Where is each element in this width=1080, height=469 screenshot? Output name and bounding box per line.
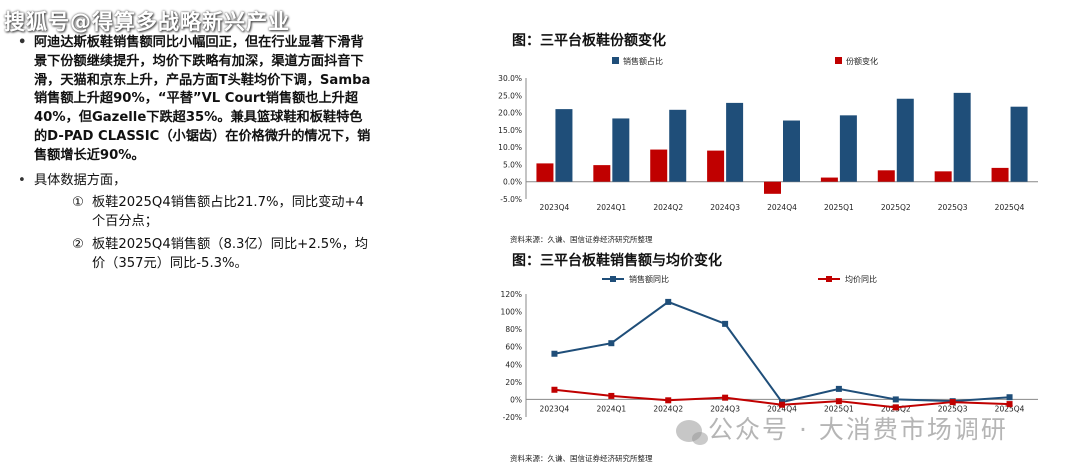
chart2-legend-label: 均价同比 [845, 274, 877, 284]
chart2-point-price [665, 397, 672, 404]
chart1-xtick-label: 2025Q3 [938, 203, 968, 212]
chart1-ytick-label: 0.0% [503, 178, 522, 187]
chart1-bar-change [934, 171, 952, 182]
chart1-xtick-label: 2024Q4 [767, 203, 797, 212]
chart1-ytick-label: 30.0% [498, 74, 522, 83]
chart1-bar-share [783, 120, 800, 182]
chart2-xtick-label: 2025Q4 [995, 404, 1025, 413]
chart1-bar-share [839, 115, 857, 182]
chart1-xtick-label: 2023Q4 [540, 203, 570, 212]
chart2-point-sales [835, 385, 842, 392]
bullet-data-intro: 具体数据方面， [14, 172, 374, 191]
chart2-series-line-sales [554, 300, 1010, 404]
chart2-ytick-label: 40% [505, 360, 522, 369]
chart2-point-price [608, 392, 615, 399]
chart1-bar-share [555, 109, 573, 182]
chart2-ytick-label: -20% [503, 413, 522, 422]
chart1-source: 资料来源：久谦、国信证券经济研究所整理 [510, 235, 653, 244]
chart2-point-sales [608, 340, 615, 347]
chart2-legend-marker [826, 276, 832, 282]
chart1-bar-share [669, 109, 687, 182]
chart2-ytick-label: 100% [501, 308, 522, 317]
chart2-point-sales [551, 350, 558, 357]
chart2-point-sales [722, 320, 729, 327]
chart1-bar-change [991, 167, 1009, 182]
chart1-legend-swatch [835, 57, 842, 64]
chart2-ytick-label: 60% [505, 343, 522, 352]
chart2-ytick-label: 120% [501, 290, 522, 299]
bullet-summary: 阿迪达斯板鞋销售额同比小幅回正，但在行业显著下滑背景下份额继续提升，均价下跌略有… [14, 34, 374, 166]
chart2-legend-marker [610, 276, 616, 282]
chart2-ytick-label: 80% [505, 325, 522, 334]
chart1-bar-share [726, 102, 744, 182]
chart2-point-price [779, 401, 785, 408]
chart1-legend-label: 份额变化 [846, 56, 878, 66]
yoy-line-chart: 120% 100% 80% 60% 40% 20% 0% -20% 2023Q4 2024Q1 20… [501, 274, 1038, 422]
share-bar-chart: 30.0% 25.0% 20.0% 15.0% 10.0% 5.0% 0.0% -5.0% 20… [498, 56, 1038, 212]
chart1-ytick-label: 15.0% [498, 126, 522, 135]
chart2-xtick-label: 2025Q1 [824, 404, 854, 413]
chart1-xtick-label: 2024Q2 [653, 203, 683, 212]
chart1-xtick-label: 2024Q1 [596, 203, 626, 212]
chart1-bar-share [1010, 106, 1028, 182]
chart2-xtick-label: 2023Q4 [540, 404, 570, 413]
chart1-ytick-label: 25.0% [498, 91, 522, 100]
wechat-icon [676, 420, 708, 445]
source-watermark: 搜狐号@得算多战略新兴产业 [4, 10, 290, 34]
chart1-bar-share [896, 98, 914, 182]
chart1-ytick-label: 20.0% [498, 109, 522, 118]
chart2-point-sales [892, 396, 899, 403]
chart2-xtick-label: 2024Q4 [767, 404, 797, 413]
chart2-ytick-label: 20% [505, 378, 522, 387]
wechat-watermark-text: 公众号 · 大消费市场调研 [708, 415, 1008, 444]
chart1-xtick-label: 2025Q2 [881, 203, 911, 212]
sub-item-2-text: 板鞋2025Q4销售额（8.3亿）同比+2.5%，均价（357元）同比-5.3%… [92, 236, 369, 271]
chart1-ytick-label: -5.0% [500, 195, 522, 204]
chart1-legend-swatch [612, 57, 619, 64]
chart2-source: 资料来源：久谦、国信证券经济研究所整理 [510, 454, 653, 463]
chart1-bar-change [820, 177, 838, 182]
chart1-bar-change [650, 149, 668, 182]
chart1-xtick-label: 2025Q1 [824, 203, 854, 212]
chart2-point-price [892, 404, 899, 411]
chart1-ytick-label: 10.0% [498, 143, 522, 152]
chart1-xtick-label: 2024Q3 [710, 203, 740, 212]
sub-item-2: ② 板鞋2025Q4销售额（8.3亿）同比+2.5%，均价（357元）同比-5.… [14, 236, 374, 274]
chart2-xtick-label: 2024Q3 [710, 404, 740, 413]
chart1-legend-label: 销售额占比 [623, 56, 663, 66]
chart1-xtick-label: 2025Q4 [995, 203, 1025, 212]
chart1-title: 图：三平台板鞋份额变化 [512, 33, 666, 49]
text-panel: 阿迪达斯板鞋销售额同比小幅回正，但在行业显著下滑背景下份额继续提升，均价下跌略有… [14, 34, 374, 274]
chart2-xtick-label: 2024Q1 [596, 404, 626, 413]
chart2-xtick-label: 2024Q2 [653, 404, 683, 413]
chart2-point-price [835, 398, 842, 405]
chart2-point-sales [1006, 394, 1013, 401]
chart1-ytick-label: 5.0% [503, 160, 522, 169]
chart1-bar-change [877, 170, 895, 182]
chart1-bar-change [536, 163, 554, 182]
sub-item-1-number: ① [72, 195, 84, 211]
chart2-point-price [1006, 401, 1013, 408]
chart2-point-price [949, 399, 956, 406]
chart2-xtick-label: 2025Q3 [938, 404, 968, 413]
sub-item-2-number: ② [72, 236, 84, 252]
chart1-bar-share [612, 118, 630, 182]
wechat-watermark: 公众号 · 大消费市场调研 [676, 410, 1008, 446]
chart2-point-price [722, 394, 729, 401]
chart2-ytick-label: 0% [510, 395, 522, 404]
sub-item-1: ① 板鞋2025Q4销售额占比21.7%，同比变动+4个百分点； [14, 194, 374, 232]
chart1-bar-change [707, 150, 725, 182]
chart1-bar-share [953, 92, 971, 182]
chart1-bar-change [764, 181, 781, 194]
chart2-point-sales [665, 298, 672, 305]
chart1-bar-change [593, 165, 611, 182]
chart2-point-price [551, 386, 558, 393]
chart2-legend-label: 销售额同比 [629, 274, 669, 284]
chart2-title: 图：三平台板鞋销售额与均价变化 [512, 253, 722, 269]
sub-item-1-text: 板鞋2025Q4销售额占比21.7%，同比变动+4个百分点； [92, 195, 364, 230]
